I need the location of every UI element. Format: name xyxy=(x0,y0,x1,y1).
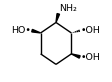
Text: •OH: •OH xyxy=(81,26,100,35)
Text: •OH: •OH xyxy=(80,53,100,62)
Text: NH₂: NH₂ xyxy=(59,4,77,13)
Text: HO•: HO• xyxy=(12,26,31,35)
Polygon shape xyxy=(56,14,60,22)
Polygon shape xyxy=(32,29,41,33)
Polygon shape xyxy=(71,54,80,58)
